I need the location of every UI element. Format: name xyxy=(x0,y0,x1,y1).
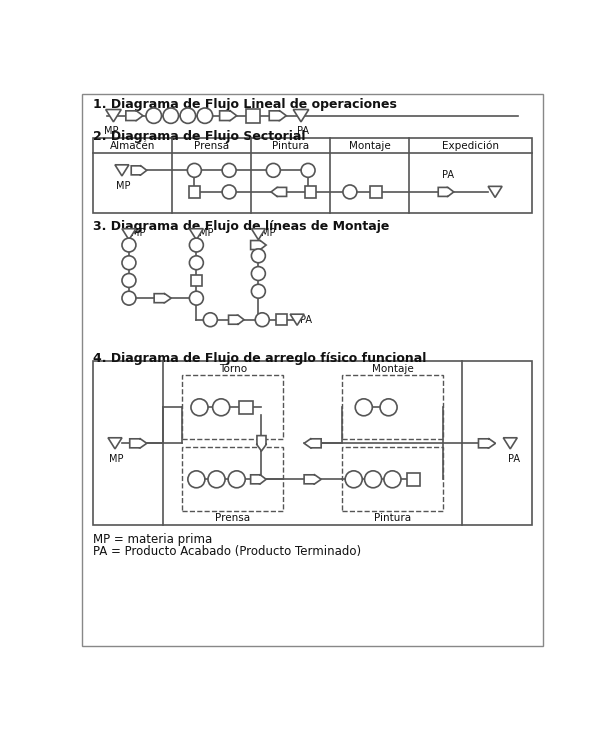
Text: Prensa: Prensa xyxy=(194,141,229,151)
Polygon shape xyxy=(106,109,121,122)
Text: 1. Diagrama de Flujo Lineal de operaciones: 1. Diagrama de Flujo Lineal de operacion… xyxy=(93,98,397,111)
Circle shape xyxy=(180,108,196,123)
Circle shape xyxy=(208,471,225,487)
Polygon shape xyxy=(154,293,171,303)
Text: MP = materia prima: MP = materia prima xyxy=(93,533,212,546)
Circle shape xyxy=(343,185,357,199)
Circle shape xyxy=(251,267,265,281)
Bar xyxy=(276,314,287,325)
Polygon shape xyxy=(304,438,321,449)
Circle shape xyxy=(365,471,382,487)
Polygon shape xyxy=(126,110,143,121)
Text: Montaje: Montaje xyxy=(349,141,390,151)
Circle shape xyxy=(146,108,162,123)
Polygon shape xyxy=(304,474,321,485)
Circle shape xyxy=(188,471,205,487)
Polygon shape xyxy=(130,438,147,449)
Circle shape xyxy=(122,291,136,305)
Circle shape xyxy=(197,108,213,123)
Text: MP: MP xyxy=(199,229,214,238)
Polygon shape xyxy=(229,314,244,325)
Text: Pintura: Pintura xyxy=(272,141,309,151)
Circle shape xyxy=(251,249,265,262)
Bar xyxy=(182,375,283,440)
Circle shape xyxy=(255,313,269,327)
Polygon shape xyxy=(269,110,286,121)
Polygon shape xyxy=(251,240,266,250)
Circle shape xyxy=(384,471,401,487)
Text: PA: PA xyxy=(297,127,309,136)
Polygon shape xyxy=(271,187,287,197)
Circle shape xyxy=(187,163,201,177)
Polygon shape xyxy=(131,166,147,175)
Bar xyxy=(342,375,443,440)
Text: MP: MP xyxy=(116,181,130,191)
Circle shape xyxy=(228,471,245,487)
Polygon shape xyxy=(488,186,502,197)
Polygon shape xyxy=(220,110,237,121)
Polygon shape xyxy=(251,474,266,485)
Bar xyxy=(342,447,443,512)
Polygon shape xyxy=(115,165,129,176)
Text: PA = Producto Acabado (Producto Terminado): PA = Producto Acabado (Producto Terminad… xyxy=(93,545,361,558)
Circle shape xyxy=(213,399,230,416)
Circle shape xyxy=(122,273,136,287)
Circle shape xyxy=(222,163,236,177)
Polygon shape xyxy=(290,314,304,325)
Text: 2. Diagrama de Flujo Sectorial: 2. Diagrama de Flujo Sectorial xyxy=(93,130,306,144)
Text: MP: MP xyxy=(109,454,123,464)
Circle shape xyxy=(251,284,265,298)
Text: PA: PA xyxy=(300,314,312,325)
Text: PA: PA xyxy=(508,454,520,464)
Circle shape xyxy=(355,399,372,416)
Bar xyxy=(182,447,283,512)
Text: MP: MP xyxy=(131,229,146,238)
Polygon shape xyxy=(293,109,309,122)
Text: Pintura: Pintura xyxy=(374,513,411,523)
Circle shape xyxy=(345,471,362,487)
Circle shape xyxy=(301,163,315,177)
Bar xyxy=(370,186,382,198)
Circle shape xyxy=(267,163,281,177)
Bar xyxy=(191,275,202,286)
Bar xyxy=(407,473,420,486)
Polygon shape xyxy=(122,229,136,240)
Circle shape xyxy=(122,238,136,252)
Polygon shape xyxy=(189,229,203,240)
Text: Montaje: Montaje xyxy=(371,364,414,374)
Polygon shape xyxy=(251,229,265,240)
Circle shape xyxy=(222,185,236,199)
Circle shape xyxy=(189,238,203,252)
Text: MP: MP xyxy=(260,229,275,238)
Polygon shape xyxy=(478,438,495,449)
Text: MP: MP xyxy=(104,127,119,136)
Circle shape xyxy=(380,399,397,416)
Circle shape xyxy=(163,108,179,123)
Text: 4. Diagrama de Flujo de arreglo físico funcional: 4. Diagrama de Flujo de arreglo físico f… xyxy=(93,352,426,365)
Text: PA: PA xyxy=(442,169,454,180)
Bar xyxy=(188,186,200,198)
Text: Prensa: Prensa xyxy=(215,513,250,523)
Text: Almacén: Almacén xyxy=(110,141,156,151)
Text: Expedición: Expedición xyxy=(442,141,499,151)
Circle shape xyxy=(203,313,217,327)
Polygon shape xyxy=(256,435,267,451)
Bar xyxy=(304,186,316,198)
Text: Torno: Torno xyxy=(219,364,247,374)
Polygon shape xyxy=(503,438,517,449)
Bar xyxy=(239,401,253,414)
Polygon shape xyxy=(108,438,122,449)
Bar xyxy=(93,361,532,526)
Polygon shape xyxy=(438,187,454,197)
Text: 3. Diagrama de Flujo de líneas de Montaje: 3. Diagrama de Flujo de líneas de Montaj… xyxy=(93,220,390,232)
Bar xyxy=(246,108,260,122)
Circle shape xyxy=(189,256,203,270)
Bar xyxy=(93,138,532,213)
Circle shape xyxy=(189,291,203,305)
Circle shape xyxy=(191,399,208,416)
Circle shape xyxy=(122,256,136,270)
